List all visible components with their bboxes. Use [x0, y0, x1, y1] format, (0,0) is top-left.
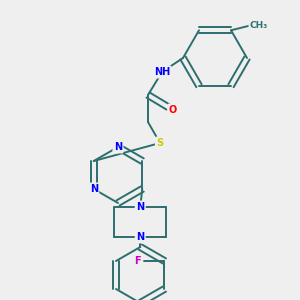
Text: O: O [169, 105, 177, 115]
Text: N: N [136, 232, 144, 242]
Text: NH: NH [154, 67, 170, 77]
Text: N: N [90, 184, 98, 194]
Text: N: N [114, 142, 122, 152]
Text: S: S [156, 138, 164, 148]
Text: CH₃: CH₃ [250, 21, 268, 30]
Text: N: N [136, 202, 144, 212]
Text: F: F [134, 256, 141, 266]
